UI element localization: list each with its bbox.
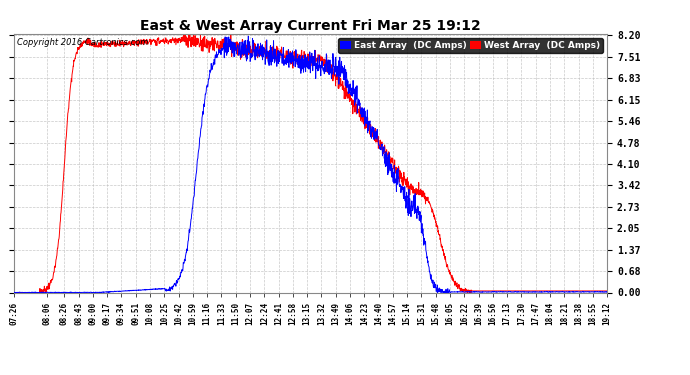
Legend: East Array  (DC Amps), West Array  (DC Amps): East Array (DC Amps), West Array (DC Amp… <box>337 38 602 53</box>
Title: East & West Array Current Fri Mar 25 19:12: East & West Array Current Fri Mar 25 19:… <box>140 19 481 33</box>
Text: Copyright 2016 Cartronics.com: Copyright 2016 Cartronics.com <box>17 38 148 46</box>
